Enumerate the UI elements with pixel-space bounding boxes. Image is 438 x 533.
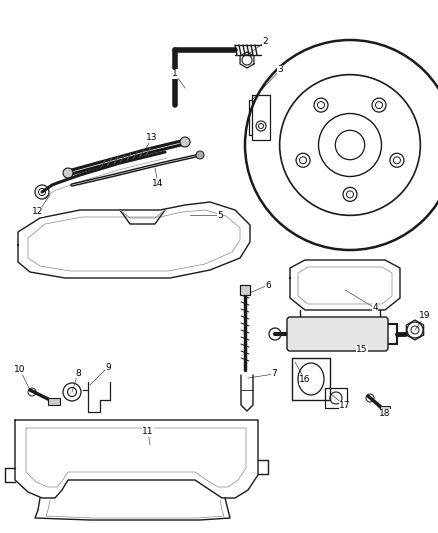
Bar [48, 398, 60, 405]
Text: 9: 9 [105, 362, 111, 372]
Circle shape [63, 168, 73, 178]
Text: 7: 7 [271, 369, 277, 378]
Circle shape [180, 137, 190, 147]
Text: 15: 15 [356, 345, 368, 354]
Text: 11: 11 [142, 427, 154, 437]
Bar [240, 285, 250, 295]
Text: 3: 3 [277, 66, 283, 75]
FancyBboxPatch shape [287, 317, 388, 351]
Text: 18: 18 [379, 409, 391, 418]
Text: 5: 5 [217, 211, 223, 220]
Text: 2: 2 [262, 37, 268, 46]
Bar [380, 406, 390, 413]
Text: 10: 10 [14, 366, 26, 375]
Text: 16: 16 [299, 376, 311, 384]
Circle shape [196, 151, 204, 159]
Text: 14: 14 [152, 179, 164, 188]
Text: 19: 19 [419, 311, 431, 320]
Text: 17: 17 [339, 401, 351, 410]
Text: 8: 8 [75, 368, 81, 377]
Text: 1: 1 [172, 69, 178, 78]
Text: 4: 4 [372, 303, 378, 312]
Text: 13: 13 [146, 133, 158, 142]
Text: 12: 12 [32, 207, 44, 216]
Text: 6: 6 [265, 280, 271, 289]
